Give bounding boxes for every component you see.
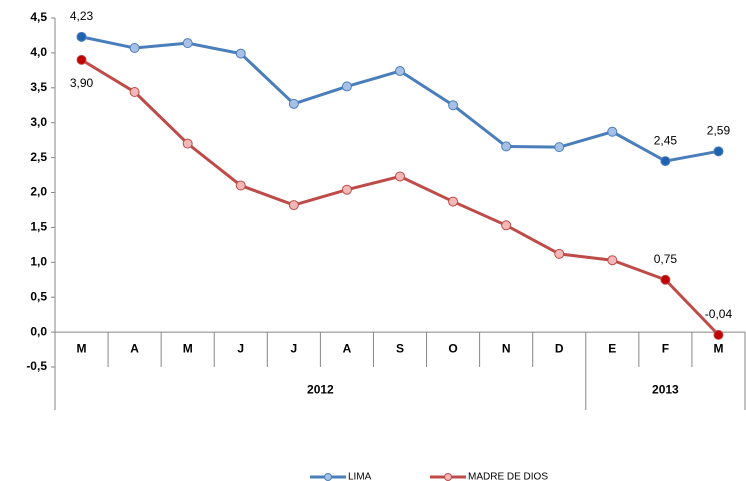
legend-label: LIMA xyxy=(348,472,372,481)
x-tick-label: A xyxy=(343,342,352,356)
data-point xyxy=(182,38,193,49)
series-line xyxy=(81,35,719,163)
x-tick-label: S xyxy=(396,342,404,356)
y-tick-label: 0,5 xyxy=(30,289,47,303)
y-tick-label: 4,0 xyxy=(30,45,47,59)
data-point xyxy=(395,66,405,77)
group-label: 2013 xyxy=(652,383,679,397)
y-tick-label: 2,5 xyxy=(30,150,47,164)
x-tick-label: J xyxy=(291,342,298,356)
legend-label: MADRE DE DIOS xyxy=(468,472,548,481)
data-point xyxy=(76,31,87,42)
x-tick-label: M xyxy=(713,342,723,356)
x-tick-label: A xyxy=(130,342,139,356)
data-point xyxy=(554,248,565,259)
series-line xyxy=(80,58,720,336)
x-tick-label: J xyxy=(237,342,244,356)
data-point xyxy=(288,200,299,211)
data-point xyxy=(607,255,618,266)
y-tick-label: 0,0 xyxy=(30,324,47,338)
y-tick-label: 1,0 xyxy=(30,254,47,268)
x-tick-label: F xyxy=(662,342,669,356)
data-label: 4,23 xyxy=(70,9,94,23)
x-tick-label: N xyxy=(502,342,511,356)
data-point xyxy=(448,100,459,111)
x-tick-label: E xyxy=(608,342,616,356)
data-label: 2,59 xyxy=(707,123,731,137)
x-tick-label: O xyxy=(448,342,457,356)
data-point xyxy=(660,274,671,285)
data-point xyxy=(235,48,246,59)
y-tick-label: -0,5 xyxy=(26,359,47,373)
data-point xyxy=(76,54,87,65)
data-point xyxy=(341,184,352,195)
y-tick-label: 4,5 xyxy=(30,10,47,24)
data-point xyxy=(395,171,405,182)
data-label: 3,90 xyxy=(70,76,94,90)
y-tick-label: 2,0 xyxy=(30,185,47,199)
data-point xyxy=(235,180,246,191)
data-point xyxy=(501,141,512,152)
data-point xyxy=(554,142,565,153)
data-point xyxy=(129,43,140,54)
data-point xyxy=(182,138,193,149)
data-label: -0,04 xyxy=(705,307,733,321)
data-point xyxy=(713,146,724,157)
x-tick-label: M xyxy=(77,342,87,356)
y-tick-label: 3,5 xyxy=(30,80,47,94)
data-point xyxy=(660,156,671,167)
data-label: 0,75 xyxy=(654,252,678,266)
data-point xyxy=(129,86,140,97)
group-label: 2012 xyxy=(307,383,334,397)
x-tick-label: M xyxy=(183,342,193,356)
data-point xyxy=(501,220,512,231)
data-point xyxy=(713,329,724,340)
legend-marker xyxy=(444,473,452,481)
y-tick-label: 3,0 xyxy=(30,115,47,129)
data-point xyxy=(448,196,459,207)
x-tick-label: D xyxy=(555,342,564,356)
data-point xyxy=(288,98,299,109)
y-tick-label: 1,5 xyxy=(30,220,47,234)
data-point xyxy=(341,81,352,92)
legend-marker xyxy=(324,473,332,481)
data-label: 2,45 xyxy=(654,133,678,147)
data-point xyxy=(607,126,618,137)
